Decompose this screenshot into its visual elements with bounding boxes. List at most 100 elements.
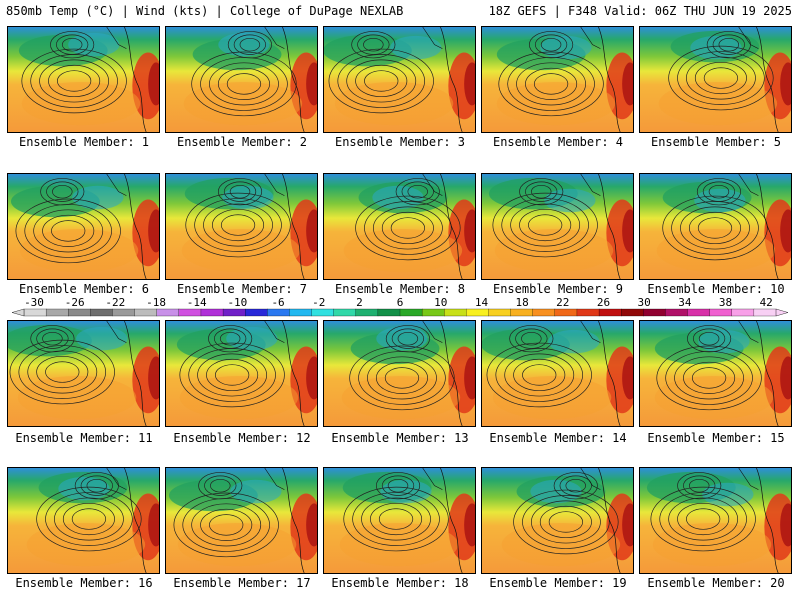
colorbar-swatch xyxy=(68,308,91,317)
colorbar-tick-label: 14 xyxy=(475,296,489,309)
colorbar-tick-label: 22 xyxy=(556,296,569,309)
ensemble-map-panel xyxy=(481,173,634,280)
temperature-wind-map xyxy=(482,174,633,279)
ensemble-map-panel xyxy=(323,467,476,574)
ensemble-member-label: Ensemble Member: 9 xyxy=(492,282,624,296)
colorbar-tick-label: 42 xyxy=(760,296,773,309)
colorbar-tick-label: 30 xyxy=(638,296,651,309)
ensemble-map-panel xyxy=(323,26,476,133)
ensemble-member-label: Ensemble Member: 12 xyxy=(173,431,311,445)
ensemble-member-label: Ensemble Member: 4 xyxy=(492,135,624,149)
colorbar-swatch xyxy=(178,308,202,317)
ensemble-map-panel xyxy=(481,26,634,133)
colorbar-tick-label: -2 xyxy=(312,296,325,309)
temperature-wind-map xyxy=(8,27,159,132)
ensemble-member-label: Ensemble Member: 17 xyxy=(173,576,311,590)
temperature-wind-map xyxy=(324,174,475,279)
colorbar-swatch xyxy=(222,308,246,317)
ensemble-map-panel xyxy=(165,173,318,280)
colorbar-tick-label: 18 xyxy=(516,296,529,309)
colorbar-swatch xyxy=(598,308,622,317)
colorbar-swatch xyxy=(665,308,688,317)
colorbar-swatch xyxy=(289,308,312,317)
temperature-wind-map xyxy=(8,174,159,279)
ensemble-member-label: Ensemble Member: 20 xyxy=(647,576,785,590)
ensemble-member-label: Ensemble Member: 15 xyxy=(647,431,785,445)
ensemble-map-panel xyxy=(639,320,792,427)
colorbar-swatch xyxy=(23,308,47,317)
colorbar-swatch xyxy=(156,308,180,317)
ensemble-member-label: Ensemble Member: 10 xyxy=(647,282,785,296)
colorbar-swatch xyxy=(267,308,290,317)
temperature-wind-map xyxy=(482,27,633,132)
temperature-wind-map xyxy=(8,468,159,573)
colorbar-tick-label: 26 xyxy=(597,296,610,309)
colorbar-tick-label: -6 xyxy=(271,296,284,309)
colorbar-swatch xyxy=(731,308,755,317)
temperature-wind-map xyxy=(324,468,475,573)
colorbar-swatch xyxy=(643,308,666,317)
temperature-wind-map xyxy=(166,27,317,132)
colorbar-swatch xyxy=(466,308,489,317)
temperature-wind-map xyxy=(8,321,159,426)
ensemble-map-panel xyxy=(323,173,476,280)
temperature-wind-map xyxy=(166,468,317,573)
ensemble-map-panel xyxy=(481,467,634,574)
temperature-wind-map xyxy=(640,174,791,279)
colorbar-tick-label: 38 xyxy=(719,296,732,309)
temperature-wind-map xyxy=(166,321,317,426)
run-valid-time: 18Z GEFS | F348 Valid: 06Z THU JUN 19 20… xyxy=(488,4,792,18)
temperature-wind-map xyxy=(324,27,475,132)
ensemble-map-panel xyxy=(639,173,792,280)
ensemble-member-label: Ensemble Member: 7 xyxy=(176,282,308,296)
colorbar-swatch xyxy=(510,308,534,317)
product-title: 850mb Temp (°C) | Wind (kts) | College o… xyxy=(6,4,404,18)
colorbar-tick-label: -30 xyxy=(24,296,44,309)
colorbar-swatch xyxy=(621,308,644,317)
ensemble-member-label: Ensemble Member: 3 xyxy=(334,135,466,149)
colorbar-tick-label: 34 xyxy=(678,296,692,309)
colorbar-swatch xyxy=(753,308,777,317)
colorbar-tick-label: -10 xyxy=(227,296,247,309)
colorbar-tick-label: -26 xyxy=(65,296,85,309)
ensemble-map-panel xyxy=(481,320,634,427)
colorbar-swatch xyxy=(377,308,401,317)
ensemble-map-panel xyxy=(323,320,476,427)
temperature-wind-map xyxy=(324,321,475,426)
colorbar-tick-label: 10 xyxy=(434,296,447,309)
ensemble-member-label: Ensemble Member: 18 xyxy=(331,576,469,590)
ensemble-member-label: Ensemble Member: 5 xyxy=(650,135,782,149)
colorbar-swatch xyxy=(576,308,600,317)
colorbar-swatch xyxy=(311,308,335,317)
colorbar-swatch xyxy=(355,308,379,317)
ensemble-member-label: Ensemble Member: 16 xyxy=(15,576,153,590)
ensemble-map-panel xyxy=(7,320,160,427)
colorbar-tick-label: 2 xyxy=(356,296,363,309)
colorbar-tick-label: -14 xyxy=(187,296,207,309)
ensemble-map-panel xyxy=(165,467,318,574)
colorbar-swatch xyxy=(245,308,268,317)
colorbar-swatch xyxy=(112,308,136,317)
ensemble-map-panel xyxy=(639,467,792,574)
colorbar-swatch xyxy=(444,308,467,317)
temperature-wind-map xyxy=(640,468,791,573)
temperature-wind-map xyxy=(482,321,633,426)
ensemble-member-label: Ensemble Member: 11 xyxy=(15,431,153,445)
ensemble-member-label: Ensemble Member: 2 xyxy=(176,135,308,149)
colorbar-tick-label: -18 xyxy=(146,296,166,309)
ensemble-map-panel xyxy=(7,467,160,574)
colorbar-swatch xyxy=(554,308,578,317)
temperature-wind-map xyxy=(640,321,791,426)
ensemble-member-label: Ensemble Member: 8 xyxy=(334,282,466,296)
colorbar-swatch xyxy=(200,308,224,317)
colorbar-tick-label: -22 xyxy=(105,296,125,309)
colorbar-swatch xyxy=(45,308,69,317)
ensemble-member-label: Ensemble Member: 13 xyxy=(331,431,469,445)
ensemble-map-panel xyxy=(165,320,318,427)
ensemble-member-label: Ensemble Member: 14 xyxy=(489,431,627,445)
colorbar-arrow-left-icon xyxy=(11,308,25,317)
colorbar-tick-label: 6 xyxy=(397,296,404,309)
colorbar-swatch xyxy=(399,308,423,317)
colorbar-swatch xyxy=(421,308,445,317)
ensemble-map-panel xyxy=(7,173,160,280)
